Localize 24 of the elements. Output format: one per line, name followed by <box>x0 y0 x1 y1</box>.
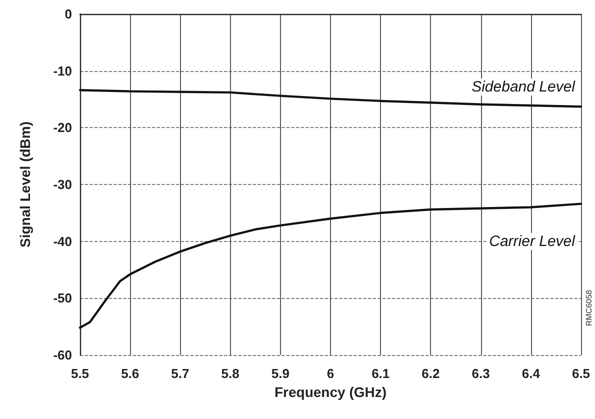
x-tick-label: 6 <box>326 366 334 381</box>
line-series <box>78 202 582 329</box>
text: RMC6058 <box>584 289 594 326</box>
y-tick-label: -60 <box>53 348 72 362</box>
y-tick-label: -20 <box>53 120 72 136</box>
x-tick-label: 6.2 <box>422 366 440 381</box>
x-tick-label: 6.4 <box>522 366 541 381</box>
x-tick-label: 5.9 <box>271 366 290 381</box>
x-tick-label: 6.3 <box>472 366 490 381</box>
x-tick-label: 6.1 <box>372 366 390 381</box>
y-tick-label: -50 <box>53 290 72 306</box>
series-label: Carrier Level <box>489 232 576 250</box>
x-axis-title: Frequency (GHz) <box>274 384 387 400</box>
y-axis-title: Signal Level (dBm) <box>17 121 33 248</box>
y-tick-label: -30 <box>53 177 72 192</box>
x-tick-label: 6.5 <box>572 366 590 381</box>
x-tick-label: 5.6 <box>121 366 140 381</box>
x-tick-label: 5.7 <box>171 366 190 381</box>
x-tick-label: 5.5 <box>70 366 90 381</box>
series-label: Sideband Level <box>472 78 576 96</box>
y-tick-label: -40 <box>53 234 72 249</box>
x-tick-label: 5.8 <box>221 366 240 381</box>
y-tick-label: -10 <box>53 63 72 78</box>
y-tick-label: 0 <box>64 6 72 22</box>
